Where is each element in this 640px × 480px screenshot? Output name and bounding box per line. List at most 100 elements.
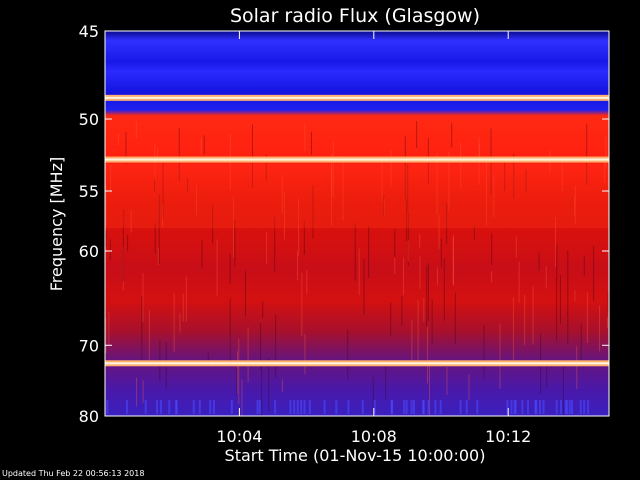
texture-streak: [241, 379, 243, 416]
y-tick-label: 60: [79, 242, 99, 261]
texture-streak: [405, 400, 408, 414]
texture-streak: [407, 240, 409, 262]
texture-streak: [436, 153, 438, 215]
strong-red-band: [105, 163, 609, 229]
texture-streak: [304, 334, 306, 375]
texture-streak: [385, 363, 387, 401]
texture-streak: [485, 161, 487, 226]
texture-streak: [179, 312, 181, 333]
texture-streak: [110, 164, 112, 194]
texture-streak: [607, 291, 609, 311]
texture-streak: [200, 138, 202, 155]
texture-streak: [412, 400, 415, 414]
y-tick-label: 50: [79, 110, 99, 129]
texture-streak: [542, 400, 545, 414]
texture-streak: [583, 400, 586, 414]
texture-streak: [513, 153, 515, 199]
texture-streak: [403, 257, 405, 295]
y-tick-label: 55: [79, 182, 99, 201]
texture-streak: [156, 400, 159, 414]
texture-streak: [538, 252, 540, 271]
texture-streak: [274, 400, 277, 414]
texture-streak: [422, 400, 425, 414]
texture-streak: [593, 245, 595, 302]
texture-streak: [454, 292, 456, 345]
texture-streak: [440, 238, 442, 268]
texture-streak: [438, 214, 440, 250]
texture-streak: [583, 255, 585, 277]
texture-streak: [434, 400, 437, 414]
texture-streak: [284, 192, 286, 240]
texture-streak: [567, 311, 569, 344]
texture-streak: [579, 400, 582, 414]
texture-streak: [157, 148, 159, 159]
texture-streak: [534, 400, 537, 414]
texture-streak: [293, 400, 296, 414]
texture-streak: [562, 363, 564, 416]
texture-streak: [234, 220, 236, 267]
texture-streak: [247, 327, 249, 383]
texture-streak: [518, 261, 520, 303]
texture-streak: [410, 400, 413, 414]
texture-streak: [323, 400, 326, 414]
texture-streak: [232, 197, 234, 258]
texture-streak: [125, 131, 127, 164]
texture-streak: [109, 239, 111, 261]
texture-streak: [141, 296, 143, 362]
texture-streak: [468, 374, 470, 400]
texture-streak: [122, 227, 124, 282]
texture-streak: [244, 270, 246, 317]
texture-streak: [532, 286, 534, 345]
texture-streak: [296, 400, 299, 414]
update-timestamp: Updated Thu Feb 22 00:56:13 2018: [2, 469, 145, 478]
texture-streak: [262, 301, 264, 318]
texture-streak: [439, 400, 442, 414]
texture-streak: [573, 196, 575, 216]
plot-area: [105, 31, 609, 416]
texture-streak: [390, 302, 392, 336]
texture-streak: [192, 400, 195, 414]
texture-streak: [383, 198, 385, 216]
texture-streak: [576, 346, 578, 390]
texture-streak: [123, 209, 125, 229]
texture-streak: [281, 174, 283, 214]
texture-streak: [289, 400, 292, 414]
texture-streak: [159, 400, 162, 414]
texture-streak: [354, 223, 356, 281]
texture-streak: [465, 400, 468, 414]
texture-streak: [312, 185, 314, 239]
texture-streak: [347, 329, 349, 380]
texture-streak: [303, 220, 305, 255]
texture-streak: [130, 209, 132, 233]
texture-streak: [265, 154, 267, 182]
y-axis: 45 50 55 60 70 80: [79, 22, 609, 426]
texture-streak: [236, 367, 238, 395]
texture-streak: [580, 323, 582, 364]
texture-streak: [178, 128, 180, 182]
texture-streak: [538, 400, 541, 414]
texture-streak: [394, 257, 396, 274]
texture-streak: [407, 163, 409, 212]
texture-streak: [117, 133, 119, 146]
texture-streak: [358, 248, 360, 296]
texture-streak: [212, 205, 214, 244]
texture-streak: [127, 234, 129, 252]
texture-streak: [306, 270, 308, 295]
texture-streak: [586, 124, 588, 186]
texture-streak: [274, 217, 276, 272]
texture-streak: [587, 400, 590, 414]
texture-streak: [161, 203, 163, 228]
texture-streak: [105, 318, 107, 354]
y-tick-label: 70: [79, 336, 99, 355]
x-tick-label: 10:04: [216, 427, 262, 446]
texture-streak: [300, 400, 303, 414]
texture-streak: [368, 225, 370, 279]
texture-streak: [459, 400, 462, 414]
texture-streak: [606, 317, 608, 328]
texture-streak: [446, 366, 448, 396]
texture-streak: [125, 400, 128, 414]
texture-streak: [476, 400, 479, 414]
texture-streak: [207, 353, 209, 368]
texture-streak: [404, 136, 406, 199]
texture-streak: [298, 198, 300, 257]
